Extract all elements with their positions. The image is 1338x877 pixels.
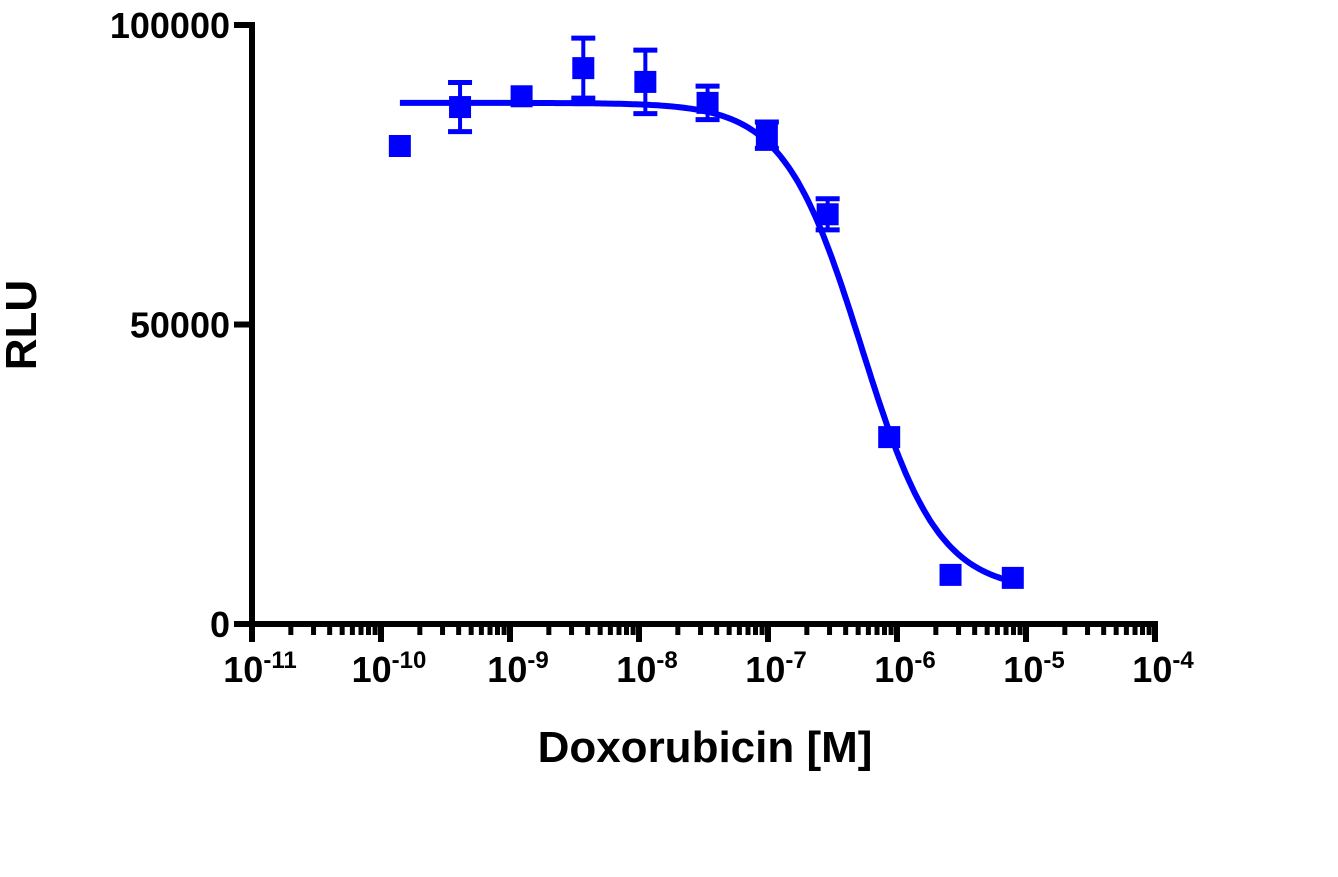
x-tick-base: 10 xyxy=(352,649,392,690)
data-marks xyxy=(388,35,1024,589)
x-tick-base: 10 xyxy=(874,649,914,690)
x-tick-base: 10 xyxy=(616,649,656,690)
data-point xyxy=(816,203,839,226)
x-tick-exponent: -4 xyxy=(1172,647,1194,674)
x-tick-base: 10 xyxy=(1132,649,1172,690)
x-tick-base: 10 xyxy=(223,649,263,690)
x-tick-label: 10-4 xyxy=(1132,647,1194,690)
x-axis-label: Doxorubicin [M] xyxy=(538,723,873,772)
y-tick-label: 0 xyxy=(210,604,230,645)
data-point xyxy=(634,70,657,93)
x-tick-exponent: -7 xyxy=(785,647,806,674)
data-point xyxy=(572,57,595,80)
y-axis-label: RLU xyxy=(0,280,46,370)
data-point xyxy=(510,85,533,108)
x-tick-exponent: -5 xyxy=(1043,647,1064,674)
fit-curve xyxy=(399,99,1014,585)
x-tick-label: 10-9 xyxy=(487,647,548,690)
x-tick-label: 10-8 xyxy=(616,647,677,690)
data-point xyxy=(696,91,719,114)
x-tick-label: 10-11 xyxy=(223,647,296,690)
x-tick-base: 10 xyxy=(487,649,527,690)
x-tick-label: 10-5 xyxy=(1003,647,1064,690)
data-point xyxy=(755,124,778,147)
x-tick-exponent: -11 xyxy=(263,647,296,674)
x-tick-exponent: -6 xyxy=(914,647,935,674)
x-tick-label: 10-6 xyxy=(874,647,935,690)
data-point xyxy=(449,96,472,119)
x-tick-base: 10 xyxy=(1003,649,1043,690)
y-tick-label: 50000 xyxy=(130,305,230,346)
y-tick-label: 100000 xyxy=(110,5,230,46)
x-tick-label: 10-10 xyxy=(352,647,427,690)
x-tick-exponent: -9 xyxy=(527,647,548,674)
data-point xyxy=(1001,566,1024,589)
x-tick-exponent: -8 xyxy=(656,647,677,674)
x-tick-exponent: -10 xyxy=(392,647,427,674)
data-point xyxy=(939,563,962,586)
x-tick-label: 10-7 xyxy=(745,647,806,690)
x-tick-base: 10 xyxy=(745,649,785,690)
data-point xyxy=(878,426,901,449)
data-point xyxy=(388,134,411,157)
